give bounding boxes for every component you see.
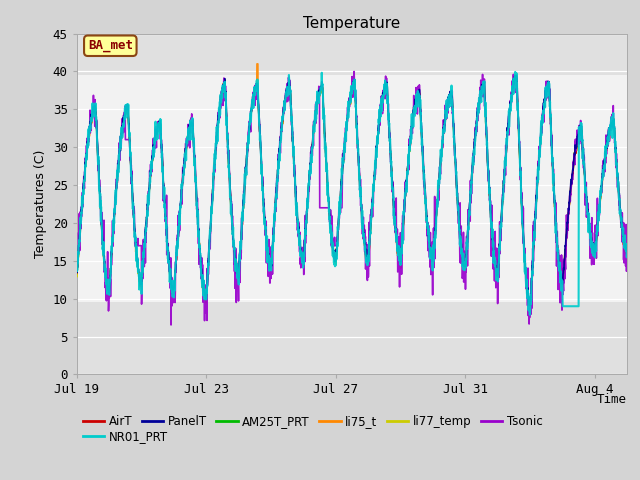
Bar	[77, 302, 627, 374]
Legend: NR01_PRT: NR01_PRT	[83, 431, 168, 444]
Title: Temperature: Temperature	[303, 16, 401, 31]
Text: Time: Time	[597, 393, 627, 406]
Y-axis label: Temperatures (C): Temperatures (C)	[34, 150, 47, 258]
Text: BA_met: BA_met	[88, 39, 133, 52]
Bar	[77, 34, 627, 75]
